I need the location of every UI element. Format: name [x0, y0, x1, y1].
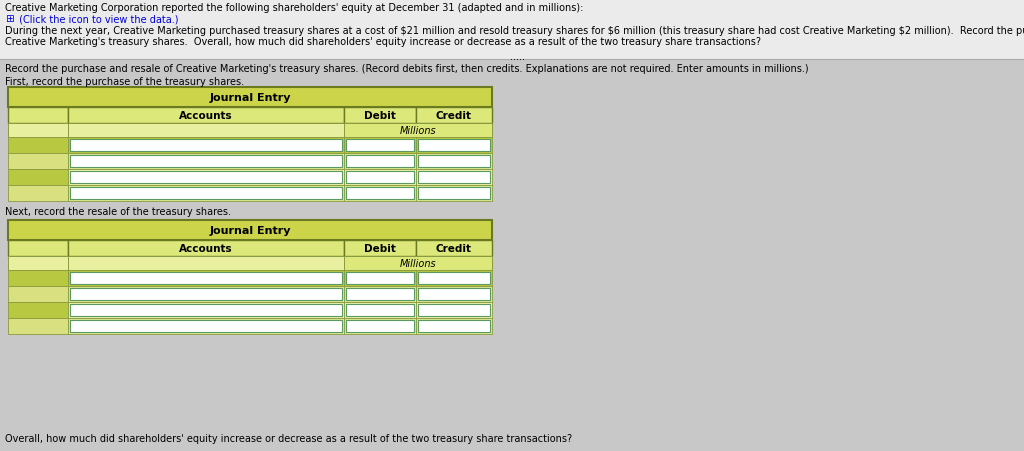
Bar [344, 186, 416, 202]
Text: Millions: Millions [399, 258, 436, 268]
Bar [8, 108, 68, 124]
Bar [68, 318, 344, 334]
Bar [418, 320, 490, 332]
Bar [8, 240, 68, 257]
Bar [8, 257, 68, 271]
Text: Debit: Debit [365, 111, 396, 121]
Bar [68, 257, 344, 271]
Bar [70, 320, 342, 332]
Text: Creative Marketing's treasury shares.  Overall, how much did shareholders' equit: Creative Marketing's treasury shares. Ov… [5, 37, 761, 47]
Bar [8, 302, 68, 318]
Bar [416, 271, 492, 286]
Bar [68, 286, 344, 302]
Bar [8, 124, 68, 138]
Text: During the next year, Creative Marketing purchased treasury shares at a cost of : During the next year, Creative Marketing… [5, 26, 1024, 36]
Bar [416, 154, 492, 170]
Bar [8, 154, 68, 170]
Text: First, record the purchase of the treasury shares.: First, record the purchase of the treasu… [5, 77, 244, 87]
Bar [416, 318, 492, 334]
Bar [416, 170, 492, 186]
Bar [346, 304, 414, 316]
Bar [418, 172, 490, 184]
Text: Journal Entry: Journal Entry [209, 93, 291, 103]
Bar [344, 154, 416, 170]
Bar [346, 320, 414, 332]
Bar [68, 170, 344, 186]
Text: Journal Entry: Journal Entry [209, 226, 291, 235]
Bar [70, 140, 342, 152]
Bar [346, 156, 414, 168]
Bar [344, 138, 416, 154]
Bar [418, 188, 490, 199]
Bar [344, 286, 416, 302]
Bar [70, 188, 342, 199]
Bar [346, 288, 414, 300]
Bar [68, 186, 344, 202]
Bar [70, 288, 342, 300]
Bar [418, 156, 490, 168]
Bar [8, 138, 68, 154]
Bar [68, 124, 344, 138]
Bar [70, 172, 342, 184]
Text: Creative Marketing Corporation reported the following shareholders' equity at De: Creative Marketing Corporation reported … [5, 3, 584, 13]
Text: Debit: Debit [365, 244, 396, 253]
Bar [70, 304, 342, 316]
Bar [344, 302, 416, 318]
Bar [8, 286, 68, 302]
Bar [416, 286, 492, 302]
Bar [8, 186, 68, 202]
Bar [68, 154, 344, 170]
Bar [8, 170, 68, 186]
Bar [418, 288, 490, 300]
Bar [418, 272, 490, 285]
Bar [0, 0, 1024, 72]
Bar [346, 188, 414, 199]
Bar [416, 138, 492, 154]
Bar [346, 172, 414, 184]
Bar [70, 272, 342, 285]
Bar [344, 108, 416, 124]
Bar [344, 257, 492, 271]
Bar [344, 318, 416, 334]
Bar [418, 304, 490, 316]
Bar [344, 170, 416, 186]
Text: Overall, how much did shareholders' equity increase or decrease as a result of t: Overall, how much did shareholders' equi… [5, 433, 572, 443]
Text: Accounts: Accounts [179, 111, 232, 121]
Bar [68, 302, 344, 318]
Bar [8, 88, 492, 108]
Bar [68, 138, 344, 154]
Bar [346, 272, 414, 285]
Bar [70, 156, 342, 168]
Bar [416, 108, 492, 124]
Text: Credit: Credit [436, 111, 472, 121]
Bar [68, 271, 344, 286]
Text: Accounts: Accounts [179, 244, 232, 253]
Bar [344, 240, 416, 257]
Text: Credit: Credit [436, 244, 472, 253]
Bar [8, 318, 68, 334]
Bar [416, 186, 492, 202]
Bar [416, 240, 492, 257]
Bar [346, 140, 414, 152]
Text: ⊞: ⊞ [5, 14, 13, 24]
Bar [416, 302, 492, 318]
Text: (Click the icon to view the data.): (Click the icon to view the data.) [16, 14, 178, 24]
Text: Next, record the resale of the treasury shares.: Next, record the resale of the treasury … [5, 207, 231, 216]
Text: .....: ..... [510, 52, 525, 62]
Bar [418, 140, 490, 152]
Bar [0, 60, 1024, 451]
Bar [68, 108, 344, 124]
Bar [344, 124, 492, 138]
Bar [8, 271, 68, 286]
Bar [68, 240, 344, 257]
Bar [344, 271, 416, 286]
Bar [8, 221, 492, 240]
Text: Millions: Millions [399, 126, 436, 136]
Text: Record the purchase and resale of Creative Marketing's treasury shares. (Record : Record the purchase and resale of Creati… [5, 64, 809, 74]
